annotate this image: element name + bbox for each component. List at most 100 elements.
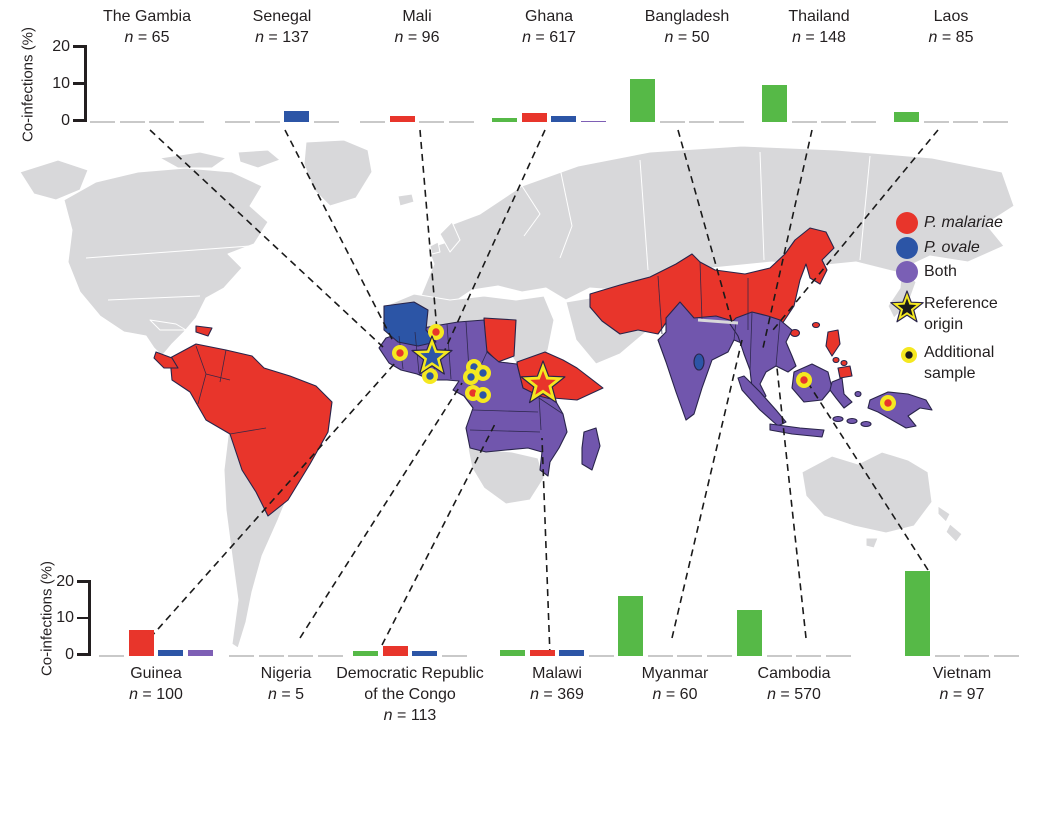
- landmass-gray: [19, 139, 1015, 649]
- bar-both: [188, 650, 213, 656]
- country-name: The Gambia: [102, 8, 192, 25]
- reference-origin-star-icon: [890, 290, 924, 323]
- connector-lines: [149, 129, 939, 657]
- country-name: Thailand: [788, 8, 850, 25]
- country-name: Malawi: [532, 665, 582, 682]
- zero-bar: [149, 121, 174, 123]
- sample-size-label: n = 96: [394, 29, 440, 46]
- country-name: Mali: [402, 8, 432, 25]
- legend-dot-inner: [905, 351, 913, 359]
- zero-bar: [419, 121, 444, 123]
- bar-green: [737, 610, 762, 656]
- additional-sample-dot-icon: [901, 347, 917, 363]
- sample-size-label: n = 85: [928, 29, 974, 46]
- tick-label: 10: [56, 609, 74, 626]
- additional-sample-dot-inner: [479, 391, 487, 399]
- country-label: Laos n = 85: [863, 6, 1039, 48]
- zero-bar: [964, 655, 989, 657]
- zero-bar: [821, 121, 846, 123]
- country-name: Cambodia: [757, 665, 831, 682]
- zero-bar: [229, 655, 254, 657]
- connector-line: [284, 129, 394, 342]
- tick-label: 0: [61, 112, 70, 129]
- bar-green: [618, 595, 643, 656]
- legend-star-inner: [897, 298, 917, 316]
- zero-bar: [589, 655, 614, 657]
- country-label: Thailand n = 148: [731, 6, 907, 48]
- additional-sample-dot-inner: [432, 328, 440, 336]
- zero-bar: [792, 121, 817, 123]
- country-label: Guinea n = 100: [68, 663, 244, 705]
- zero-bar: [953, 121, 978, 123]
- zero-bar: [677, 655, 702, 657]
- y-tick-20-top: [73, 45, 86, 48]
- zero-bar: [767, 655, 792, 657]
- sample-size-label: n = 60: [652, 686, 698, 703]
- tick-label: 20: [56, 573, 74, 590]
- additional-sample-dot-inner: [800, 376, 808, 384]
- zero-bar: [314, 121, 339, 123]
- country-label: Democratic Republic of the Congo n = 113: [322, 663, 498, 726]
- bar-green: [500, 650, 525, 656]
- zero-bar: [719, 121, 744, 123]
- legend-item-both: Both: [924, 263, 957, 280]
- bar-green: [492, 117, 517, 122]
- bar-green: [353, 650, 378, 656]
- zero-bar: [120, 121, 145, 123]
- zero-bar: [924, 121, 949, 123]
- country-name: Guinea: [130, 665, 182, 682]
- sample-size-label: n = 5: [267, 686, 305, 703]
- zero-bar: [826, 655, 851, 657]
- bar-ovale: [559, 650, 584, 656]
- y-tick-0-bottom: [77, 653, 90, 656]
- country-label: Ghana n = 617: [461, 6, 637, 48]
- bar-both: [581, 120, 606, 122]
- zero-bar: [442, 655, 467, 657]
- country-name: Bangladesh: [644, 8, 730, 25]
- country-name: Ghana: [524, 8, 574, 25]
- bar-malariae: [390, 116, 415, 122]
- country-name: Senegal: [252, 8, 312, 25]
- bar-ovale: [412, 650, 437, 656]
- bar-green: [905, 570, 930, 656]
- zero-bar: [99, 655, 124, 657]
- bar-green: [762, 84, 787, 122]
- tick-label: 0: [65, 646, 74, 663]
- connector-line: [149, 361, 397, 639]
- country-label: Nigeria n = 5: [198, 663, 374, 705]
- sample-size-label: n = 50: [664, 29, 710, 46]
- country-name: Democratic Republic: [336, 665, 484, 682]
- zero-bar: [179, 121, 204, 123]
- country-label: Vietnam n = 97: [874, 663, 1050, 705]
- zero-bar: [935, 655, 960, 657]
- country-label: Myanmar n = 60: [587, 663, 763, 705]
- connector-line: [443, 129, 546, 353]
- tick-label: 10: [52, 75, 70, 92]
- sample-size-label: n = 137: [255, 29, 309, 46]
- additional-sample-dot-inner: [470, 363, 478, 371]
- zero-bar: [318, 655, 343, 657]
- malariae-legend-swatch: [896, 212, 918, 234]
- additional-sample-dot-inner: [884, 399, 892, 407]
- tick-label: 20: [52, 38, 70, 55]
- sample-size-label: n = 100: [129, 686, 183, 703]
- country-name: Vietnam: [932, 665, 992, 682]
- y-axis-label-top: Co-infections (%): [19, 26, 37, 143]
- country-label: Cambodia n = 570: [706, 663, 882, 705]
- country-name: Nigeria: [260, 665, 312, 682]
- bar-ovale: [284, 111, 309, 122]
- zero-bar: [994, 655, 1019, 657]
- legend-item-additional-sample: Additional sample: [924, 344, 995, 382]
- additional-sample-dot-inner: [469, 389, 477, 397]
- additional-sample-dot-inner: [426, 372, 434, 380]
- additional-sample-dot-inner: [479, 369, 487, 377]
- connector-line: [419, 129, 438, 332]
- zero-bar: [225, 121, 250, 123]
- y-tick-10-bottom: [77, 616, 90, 619]
- bar-malariae: [522, 112, 547, 122]
- zero-bar: [449, 121, 474, 123]
- sample-size-label: n = 113: [383, 707, 437, 724]
- zero-bar: [707, 655, 732, 657]
